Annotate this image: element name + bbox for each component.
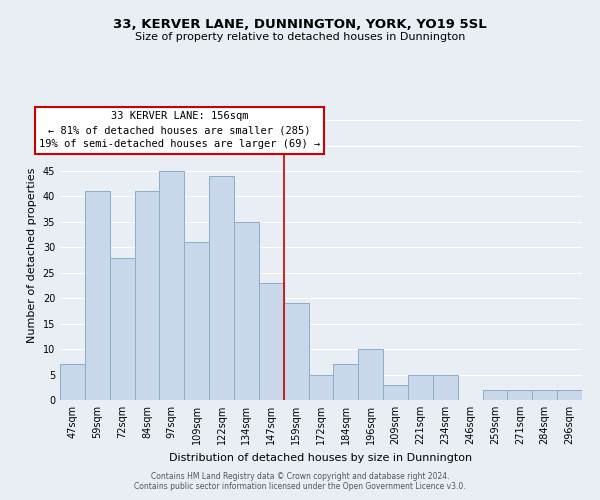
Bar	[209, 176, 234, 400]
Bar	[358, 349, 383, 400]
Bar	[532, 390, 557, 400]
Text: 33, KERVER LANE, DUNNINGTON, YORK, YO19 5SL: 33, KERVER LANE, DUNNINGTON, YORK, YO19 …	[113, 18, 487, 30]
Bar	[383, 384, 408, 400]
Bar	[308, 374, 334, 400]
Bar	[110, 258, 134, 400]
Bar	[60, 364, 85, 400]
Bar	[334, 364, 358, 400]
Text: 33 KERVER LANE: 156sqm
← 81% of detached houses are smaller (285)
19% of semi-de: 33 KERVER LANE: 156sqm ← 81% of detached…	[38, 112, 320, 150]
Bar	[433, 374, 458, 400]
Bar	[482, 390, 508, 400]
Bar	[160, 171, 184, 400]
Text: Contains public sector information licensed under the Open Government Licence v3: Contains public sector information licen…	[134, 482, 466, 491]
Bar	[259, 283, 284, 400]
Bar	[557, 390, 582, 400]
Y-axis label: Number of detached properties: Number of detached properties	[27, 168, 37, 342]
Text: Size of property relative to detached houses in Dunnington: Size of property relative to detached ho…	[135, 32, 465, 42]
Bar	[408, 374, 433, 400]
Text: Contains HM Land Registry data © Crown copyright and database right 2024.: Contains HM Land Registry data © Crown c…	[151, 472, 449, 481]
Bar	[184, 242, 209, 400]
Bar	[234, 222, 259, 400]
Bar	[284, 304, 308, 400]
Bar	[508, 390, 532, 400]
Bar	[85, 192, 110, 400]
Bar	[134, 192, 160, 400]
X-axis label: Distribution of detached houses by size in Dunnington: Distribution of detached houses by size …	[169, 452, 473, 462]
